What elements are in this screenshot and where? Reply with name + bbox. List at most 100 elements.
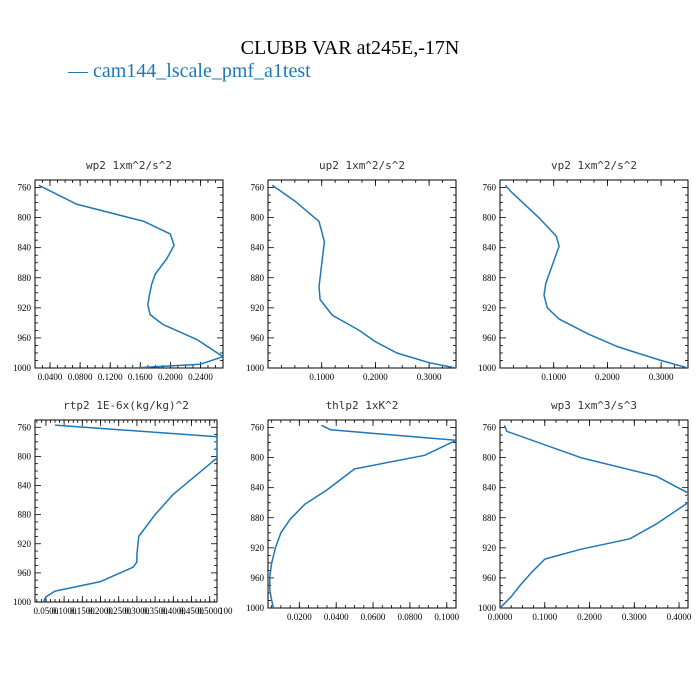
- y-tick-label: 960: [18, 333, 32, 343]
- axes-frame: [267, 419, 457, 609]
- axes-frame: [267, 179, 457, 369]
- x-tick-label: 0.2000: [595, 372, 620, 382]
- series-line: [42, 424, 217, 602]
- y-tick-label: 960: [251, 573, 265, 583]
- y-tick-label: 920: [251, 303, 265, 313]
- x-tick-label: 0.2500: [106, 606, 131, 616]
- y-tick-label: 920: [483, 303, 497, 313]
- panel-title: thlp2 1xK^2: [326, 399, 399, 412]
- y-tick-label: 800: [18, 451, 32, 461]
- x-tick-label: 0.0800: [398, 612, 423, 622]
- x-tick-label: 0.1000: [541, 372, 566, 382]
- x-tick-label: 0.4000: [667, 612, 692, 622]
- x-tick-label: 0.1500: [70, 606, 95, 616]
- x-tick-label: 0.2400: [188, 372, 213, 382]
- x-tick-label: 0.4000: [161, 606, 186, 616]
- y-tick-label: 880: [483, 273, 497, 283]
- y-tick-label: 880: [483, 513, 497, 523]
- x-tick-label: 100: [219, 606, 233, 616]
- axes-frame: [499, 419, 689, 609]
- y-tick-label: 1000: [13, 363, 32, 373]
- x-tick-label: 0.3000: [649, 372, 674, 382]
- y-tick-label: 840: [18, 243, 32, 253]
- x-tick-label: 0.3000: [417, 372, 442, 382]
- y-tick-label: 880: [18, 510, 32, 520]
- axes-frame: [34, 179, 224, 369]
- chart-panel-6: wp3 1xm^3/s^3 760 800 840 880 920 960 10000.000…: [478, 399, 692, 622]
- chart-panel-4: rtp2 1E-6x(kg/kg)^2 760 800 840 880 920 960 100…: [13, 399, 233, 616]
- y-tick-label: 840: [251, 243, 265, 253]
- y-tick-label: 760: [18, 422, 32, 432]
- x-tick-label: 0.3000: [125, 606, 150, 616]
- series-line: [271, 184, 456, 368]
- x-tick-label: 0.1000: [434, 612, 459, 622]
- x-tick-label: 0.3500: [143, 606, 168, 616]
- x-tick-label: 0.2000: [577, 612, 602, 622]
- x-tick-label: 0.0400: [38, 372, 63, 382]
- x-tick-label: 0.1000: [309, 372, 334, 382]
- series-line: [269, 424, 456, 608]
- x-tick-label: 0.0000: [488, 612, 513, 622]
- y-tick-label: 760: [483, 183, 497, 193]
- y-tick-label: 1000: [478, 363, 497, 373]
- panel-title: vp2 1xm^2/s^2: [551, 159, 637, 172]
- y-tick-label: 960: [18, 568, 32, 578]
- x-tick-label: 0.2000: [363, 372, 388, 382]
- y-tick-label: 920: [18, 303, 32, 313]
- y-tick-label: 920: [483, 543, 497, 553]
- panel-title: wp2 1xm^2/s^2: [86, 159, 172, 172]
- y-tick-label: 760: [483, 423, 497, 433]
- y-tick-label: 880: [251, 513, 265, 523]
- y-tick-label: 760: [251, 423, 265, 433]
- y-tick-label: 960: [483, 573, 497, 583]
- y-tick-label: 1000: [13, 597, 32, 607]
- y-tick-label: 800: [18, 213, 32, 223]
- y-tick-label: 800: [483, 453, 497, 463]
- y-tick-label: 760: [251, 183, 265, 193]
- y-tick-label: 840: [483, 243, 497, 253]
- y-tick-label: 960: [483, 333, 497, 343]
- series-line: [500, 425, 688, 608]
- y-tick-label: 800: [251, 213, 265, 223]
- y-tick-label: 920: [18, 539, 32, 549]
- series-line: [38, 184, 223, 368]
- y-tick-label: 840: [18, 481, 32, 491]
- y-tick-label: 1000: [478, 603, 497, 613]
- x-tick-label: 0.2000: [158, 372, 183, 382]
- y-tick-label: 800: [483, 213, 497, 223]
- x-tick-label: 0.0200: [287, 612, 312, 622]
- y-tick-label: 960: [251, 333, 265, 343]
- y-tick-label: 1000: [246, 363, 265, 373]
- y-tick-label: 840: [483, 483, 497, 493]
- x-tick-label: 0.5000: [197, 606, 222, 616]
- x-tick-label: 0.4500: [179, 606, 204, 616]
- figure-title: CLUBB VAR at245E,-17N: [240, 37, 460, 59]
- panel-title: wp3 1xm^3/s^3: [551, 399, 637, 412]
- y-tick-label: 800: [251, 453, 265, 463]
- panel-title: up2 1xm^2/s^2: [319, 159, 405, 172]
- x-tick-label: 0.1200: [98, 372, 123, 382]
- x-tick-label: 0.2000: [88, 606, 113, 616]
- x-tick-label: 0.1600: [128, 372, 153, 382]
- chart-panel-5: thlp2 1xK^2 760 800 840 880 920 960 1000 0.0200 0…: [246, 399, 460, 622]
- y-tick-label: 920: [251, 543, 265, 553]
- y-tick-label: 840: [251, 483, 265, 493]
- x-tick-label: 0.1000: [52, 606, 77, 616]
- chart-panel-1: wp2 1xm^2/s^2 760 800 840 880 920 960 1000 0.040…: [13, 159, 224, 382]
- x-tick-label: 0.0400: [324, 612, 349, 622]
- panel-title: rtp2 1E-6x(kg/kg)^2: [63, 399, 189, 412]
- y-tick-label: 880: [18, 273, 32, 283]
- y-tick-label: 1000: [246, 603, 265, 613]
- x-tick-label: 0.0600: [361, 612, 386, 622]
- x-tick-label: 0.1000: [532, 612, 557, 622]
- y-tick-label: 880: [251, 273, 265, 283]
- axes-frame: [34, 419, 218, 603]
- x-tick-label: 0.0500: [34, 606, 59, 616]
- chart-panel-3: vp2 1xm^2/s^2 760 800 840 880 920 960 1000 0.100…: [478, 159, 689, 382]
- x-tick-label: 0.3000: [622, 612, 647, 622]
- y-tick-label: 760: [18, 183, 32, 193]
- chart-panel-2: up2 1xm^2/s^2 760 800 840 880 920 960 1000 0.100…: [246, 159, 457, 382]
- legend-entry: — cam144_lscale_pmf_a1test: [68, 60, 311, 82]
- series-line: [504, 184, 688, 368]
